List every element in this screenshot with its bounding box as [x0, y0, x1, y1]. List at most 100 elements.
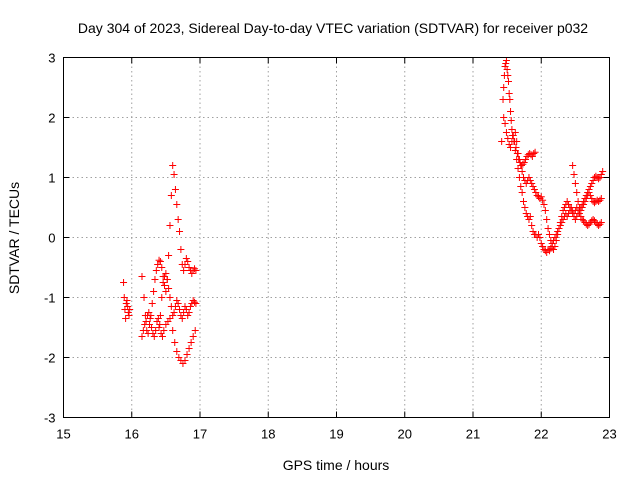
- data-point: [507, 108, 515, 115]
- x-tick-label: 16: [125, 427, 139, 442]
- data-point: [552, 237, 560, 244]
- data-point: [596, 220, 604, 228]
- data-point: [570, 171, 578, 178]
- data-point: [526, 213, 534, 220]
- data-point: [521, 204, 529, 211]
- data-point: [152, 267, 160, 274]
- data-point: [184, 258, 192, 265]
- series-group: [138, 162, 200, 337]
- chart-title: Day 304 of 2023, Sidereal Day-to-day VTE…: [78, 20, 588, 36]
- data-point: [507, 117, 515, 124]
- data-point: [186, 303, 194, 310]
- data-point: [528, 153, 536, 160]
- data-point: [165, 252, 173, 259]
- data-point: [545, 231, 553, 238]
- y-tick-label: 1: [48, 171, 55, 186]
- data-point: [161, 282, 169, 289]
- data-point: [155, 256, 163, 264]
- data-point: [596, 174, 604, 181]
- data-point: [503, 66, 511, 73]
- data-point: [185, 309, 193, 316]
- data-point: [156, 321, 164, 328]
- data-point: [528, 180, 536, 187]
- data-point: [187, 339, 195, 346]
- data-point: [590, 217, 598, 225]
- data-point: [185, 345, 193, 352]
- y-axis-label: SDTVAR / TECUs: [6, 182, 22, 294]
- data-point: [156, 258, 164, 265]
- data-point: [522, 210, 530, 217]
- data-point: [513, 138, 521, 145]
- data-point: [586, 192, 594, 199]
- data-point: [169, 327, 177, 334]
- data-point: [537, 193, 545, 201]
- data-point: [162, 270, 170, 277]
- data-point: [526, 177, 534, 184]
- y-tick-label: -2: [44, 351, 56, 366]
- data-point: [559, 207, 567, 214]
- data-point: [585, 220, 593, 228]
- data-point: [529, 183, 537, 190]
- data-point: [517, 183, 525, 190]
- data-point: [580, 201, 588, 208]
- data-point: [502, 129, 510, 136]
- data-point: [501, 120, 509, 127]
- data-point: [537, 240, 545, 247]
- x-tick-label: 18: [261, 427, 275, 442]
- data-point: [517, 162, 525, 169]
- data-point: [565, 201, 573, 208]
- data-point: [169, 162, 177, 169]
- data-point: [539, 196, 547, 204]
- data-point: [189, 333, 197, 340]
- data-point: [554, 231, 562, 238]
- data-point: [165, 285, 173, 292]
- data-point: [571, 180, 579, 187]
- y-tick-label: 3: [48, 51, 55, 66]
- data-point: [574, 198, 582, 205]
- data-point: [525, 174, 533, 181]
- data-point: [170, 309, 178, 316]
- data-point: [177, 246, 185, 253]
- data-point: [140, 294, 148, 301]
- data-point: [139, 327, 147, 334]
- x-tick-label: 22: [534, 427, 548, 442]
- data-point: [126, 306, 134, 313]
- data-point: [138, 333, 146, 340]
- data-point: [512, 144, 520, 151]
- x-axis-label: GPS time / hours: [283, 457, 390, 473]
- data-point: [167, 192, 175, 199]
- data-point: [156, 312, 164, 319]
- data-point: [571, 216, 579, 223]
- data-point: [183, 351, 191, 358]
- data-point: [566, 204, 574, 211]
- data-point: [544, 225, 552, 232]
- data-point: [155, 324, 163, 331]
- grid: [63, 57, 610, 418]
- data-point: [588, 180, 596, 187]
- data-point: [518, 168, 526, 175]
- data-point: [181, 357, 189, 364]
- data-point: [597, 195, 605, 202]
- data-point: [581, 198, 589, 205]
- data-point: [578, 204, 586, 211]
- data-point: [530, 186, 538, 193]
- data-point: [504, 72, 512, 79]
- data-point: [525, 216, 533, 223]
- data-point: [597, 171, 605, 178]
- data-point: [191, 265, 199, 273]
- data-point: [182, 255, 190, 262]
- data-point: [150, 288, 158, 295]
- data-point: [597, 219, 605, 226]
- data-point: [551, 243, 559, 250]
- data-point: [514, 150, 522, 157]
- data-point: [166, 294, 174, 301]
- x-tick-label: 19: [329, 427, 343, 442]
- data-point: [176, 228, 184, 235]
- data-point: [150, 333, 158, 340]
- data-point: [173, 297, 181, 304]
- data-point: [124, 309, 132, 316]
- x-tick-label: 15: [56, 427, 70, 442]
- data-point: [498, 138, 506, 145]
- data-point: [541, 207, 549, 214]
